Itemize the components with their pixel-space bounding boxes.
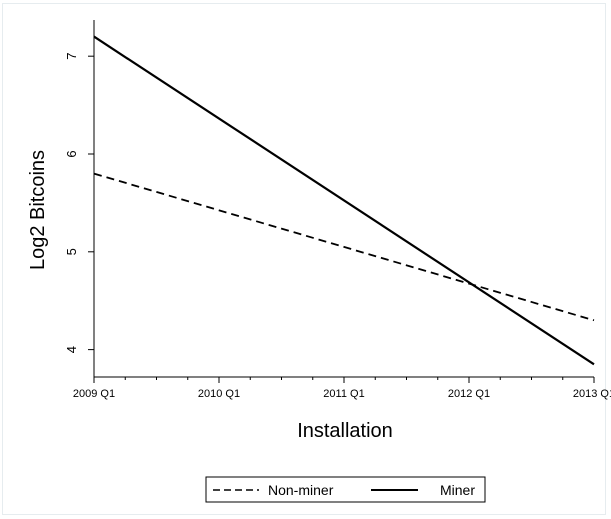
y-tick-label: 4 [64,346,79,353]
x-tick-label: 2010 Q1 [198,388,240,400]
chart-frame [2,3,606,515]
legend-label-miner: Miner [440,482,475,498]
legend-label-non-miner: Non-miner [268,482,334,498]
series-line-non-miner [93,172,595,322]
x-axis-ticks: 2009 Q1 2010 Q1 2011 Q1 2012 Q1 2013 Q1 [73,377,611,400]
series-layer [93,35,595,366]
y-tick-label: 6 [64,150,79,157]
series-line-miner [93,35,595,366]
x-tick-label: 2012 Q1 [448,388,490,400]
legend-box [205,476,486,503]
y-tick-label: 7 [64,53,79,60]
x-tick-label: 2011 Q1 [323,388,364,400]
y-axis-ticks: 4 5 6 7 [64,53,94,353]
y-axis-title: Log2 Bitcoins [27,150,49,270]
x-tick-label: 2009 Q1 [73,388,115,400]
x-axis-title: Installation [297,420,393,442]
y-tick-label: 5 [64,248,79,255]
legend: Non-miner Miner [205,476,486,503]
x-tick-label: 2013 Q1 [573,388,611,400]
